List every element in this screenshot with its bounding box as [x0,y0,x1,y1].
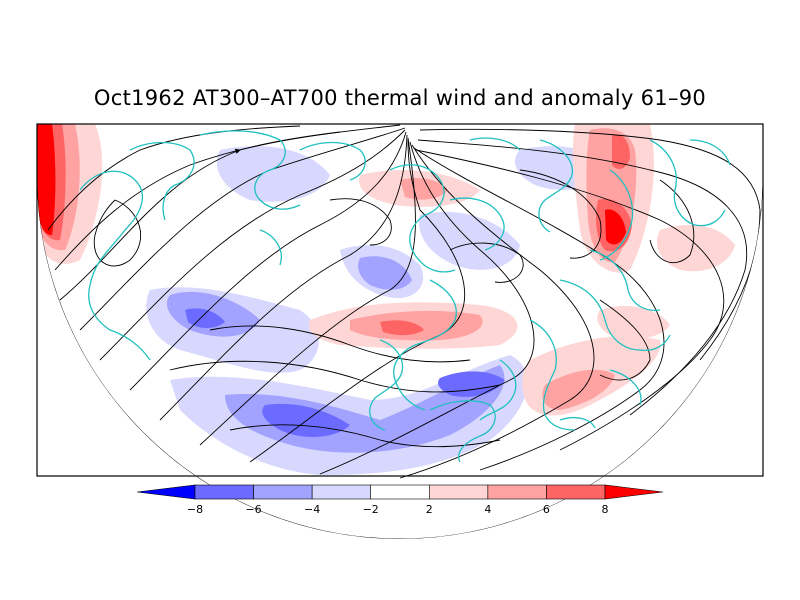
colorbar-tick-label: −2 [363,503,379,516]
hemisphere-boundary [37,175,763,539]
coastline [429,400,496,463]
coastline [369,339,404,431]
coastline [469,137,521,151]
streamline [47,125,301,231]
colorbar-tick-label: −6 [245,503,261,516]
coastline [259,229,282,266]
streamline [649,179,695,264]
coastline [199,130,301,210]
coastline [559,279,671,351]
streamline [54,131,341,271]
anomaly-negative-region [185,308,225,328]
anomaly-positive-region [400,178,448,200]
streamline [319,141,535,475]
anomaly-positive-region [380,320,424,336]
streamline [415,149,725,451]
colorbar-bin [428,484,489,500]
colorbar-bin [253,484,313,500]
coastline [393,279,457,411]
anomaly-positive-region [37,124,56,236]
map-frame [36,123,764,477]
coastline [529,319,576,431]
colorbar-bin [311,484,372,500]
streamline [209,325,471,363]
streamline [159,134,408,421]
colorbar-bin [487,484,547,500]
coastline [689,139,731,166]
coastline [649,139,726,227]
streamline [93,199,142,267]
streamline [519,169,602,259]
streamline [229,424,501,448]
streamlines [47,124,761,479]
coastline [559,417,596,429]
anomaly-shading [37,124,735,475]
coastline [129,141,195,221]
anomaly-positive-region [656,225,735,272]
colorbar-tick-label: −8 [187,503,203,516]
colorbar-tick-label: 8 [602,503,609,516]
streamline [599,299,651,381]
streamline [199,137,416,446]
streamline [399,144,595,479]
anomaly-positive-region [605,209,626,245]
streamline [59,124,401,301]
map-title: Oct1962 AT300–AT700 thermal wind and ano… [93,86,707,110]
colorbar-bin [194,484,254,500]
colorbar-tick-label: 2 [426,503,433,516]
coastline [609,369,642,406]
anomaly-positive-region [597,305,670,339]
colorbar-tick-label: −4 [304,503,320,516]
anomaly-negative-region [438,371,505,397]
coastline [299,141,366,181]
coastline [599,169,634,261]
anomaly-positive-region [542,369,615,410]
colorbar-tick-label: 4 [484,503,491,516]
streamline [413,147,665,471]
colorbar-bin [370,484,430,500]
colorbar-tick-label: 6 [543,503,550,516]
coastline [538,139,573,233]
coastline [389,164,456,273]
colorbar-bin [604,484,664,500]
coastlines [79,130,731,463]
streamline [169,360,501,393]
colorbar-bin [136,484,196,500]
streamline [449,242,524,283]
streamline [99,129,406,361]
colorbar-bin [546,484,606,500]
coastline [449,197,505,251]
coastline [79,170,151,361]
streamline [249,139,466,463]
streamline [329,198,392,246]
streamline [79,127,406,331]
anomaly-negative-region [358,256,412,290]
coastline [479,359,517,421]
anomaly-positive-region [612,134,630,170]
streamline [129,131,407,391]
streamline [419,128,761,361]
